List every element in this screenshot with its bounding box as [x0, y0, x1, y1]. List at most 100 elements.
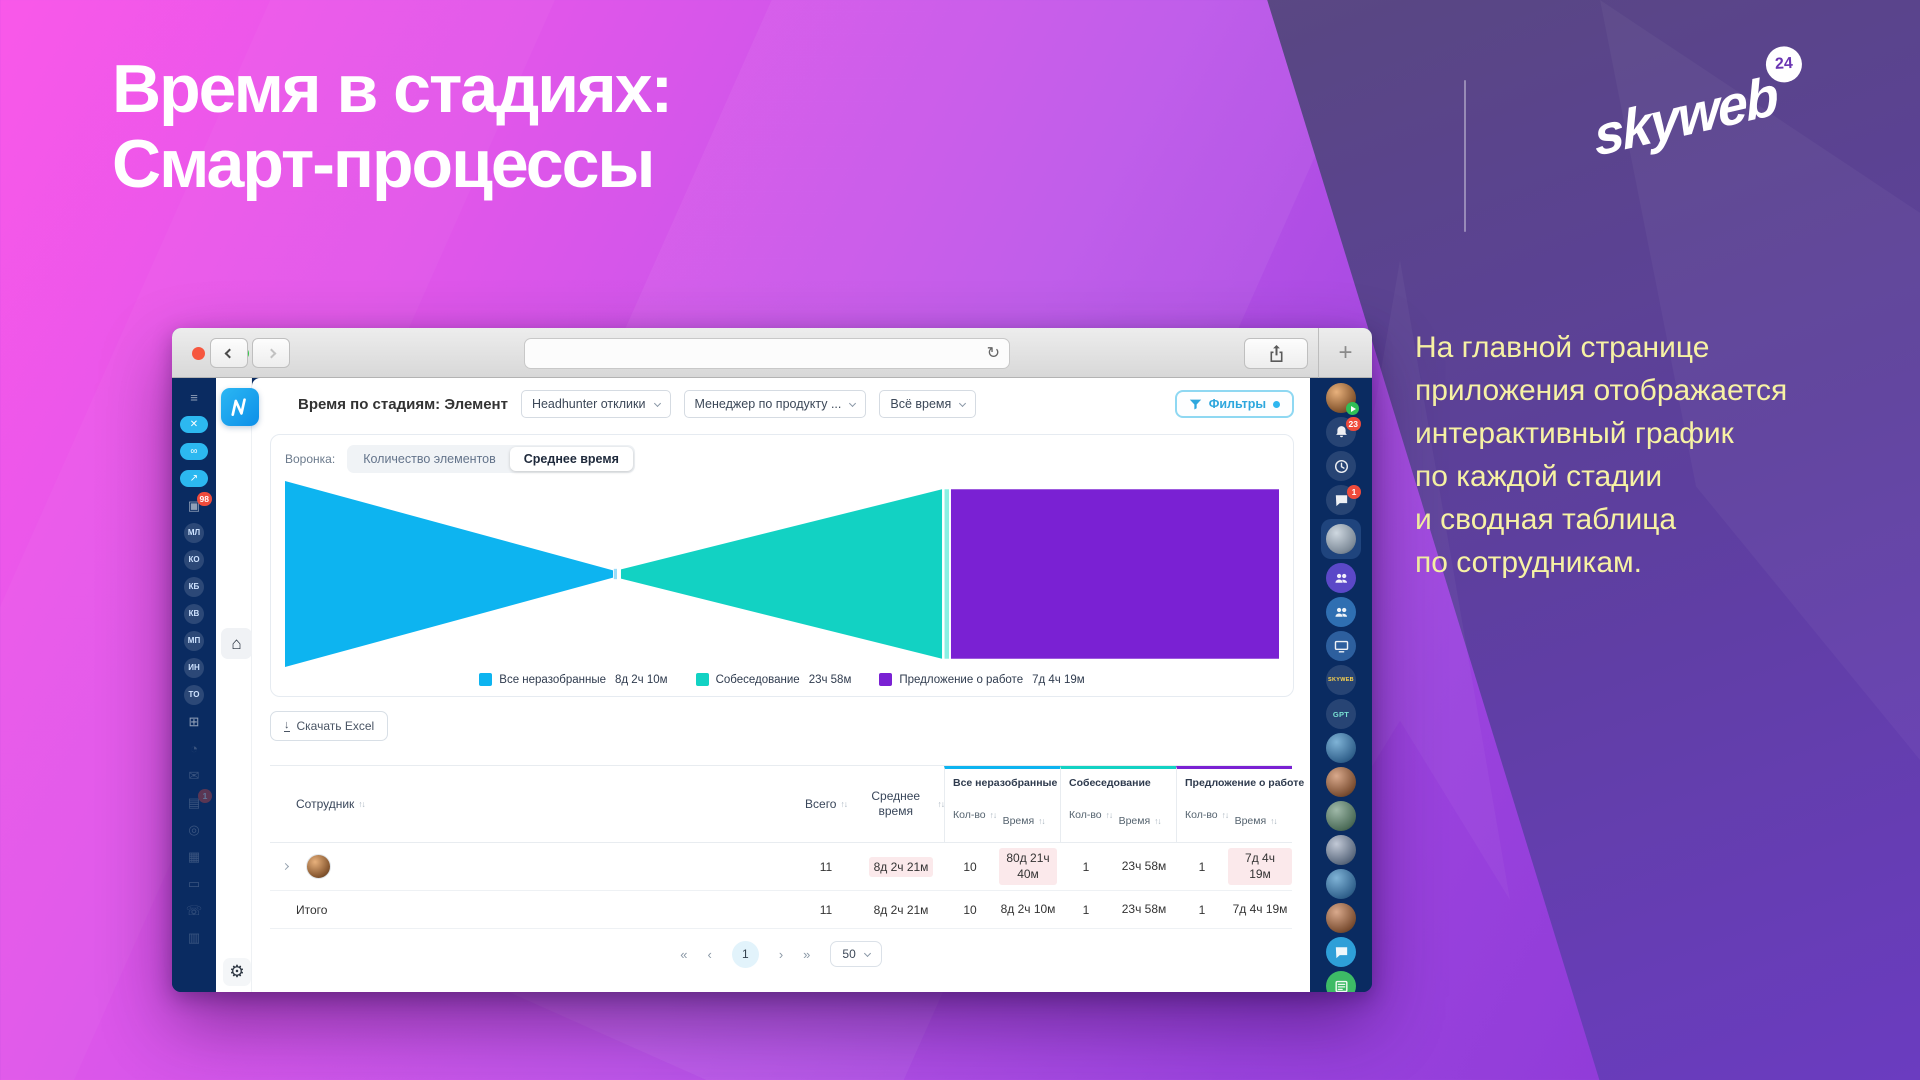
news-app[interactable] — [1326, 971, 1356, 992]
subcolumn-qty[interactable]: Кол-во ↑↓ — [1069, 809, 1113, 821]
calendar-icon: ▦ — [187, 848, 201, 864]
funnel-stage-unsorted[interactable] — [285, 481, 614, 667]
sidebar-item-docs[interactable]: ▤ 1 — [172, 789, 216, 816]
subcolumn-time[interactable]: Время ↑↓ — [1002, 815, 1046, 827]
sidebar-item-tasks[interactable]: ▣ 98 — [172, 492, 216, 519]
contact-avatar[interactable] — [1326, 903, 1356, 933]
legend-item-interview[interactable]: Собеседование 23ч 58м — [695, 673, 851, 686]
pagination-first[interactable]: « — [680, 946, 688, 962]
browser-back-button[interactable] — [210, 338, 248, 368]
zigzag-logo-icon — [231, 398, 246, 417]
sidebar-item-user[interactable]: МП — [172, 627, 216, 654]
download-excel-button[interactable]: ↓ Скачать Excel — [270, 711, 389, 741]
pagination-page-1[interactable]: 1 — [731, 940, 759, 968]
subcolumn-qty[interactable]: Кол-во ↑↓ — [1185, 809, 1229, 821]
reload-icon[interactable]: ↻ — [986, 345, 1000, 362]
history[interactable] — [1326, 451, 1356, 481]
filters-button[interactable]: Фильтры — [1174, 390, 1294, 418]
window-close-button[interactable] — [192, 347, 205, 360]
sidebar-item-projects[interactable]: ▥ — [172, 924, 216, 951]
sidebar-item-user[interactable]: КБ — [172, 573, 216, 600]
skyweb-app-icon[interactable] — [221, 388, 259, 426]
tab-average-time[interactable]: Среднее время — [509, 447, 633, 471]
contact-avatar[interactable] — [1326, 869, 1356, 899]
sidebar-item-mail[interactable]: ✉ — [172, 762, 216, 789]
funnel-chart[interactable] — [285, 481, 1279, 667]
sidebar-item-share[interactable]: ↗ — [172, 465, 216, 492]
sidebar-item-user[interactable]: ИН — [172, 654, 216, 681]
sidebar-item-close-button[interactable]: ✕ — [172, 411, 216, 438]
address-bar[interactable]: ↻ — [524, 338, 1010, 369]
hamburger-menu-icon: ≡ — [190, 390, 198, 405]
sort-icon: ↑↓ — [1154, 816, 1161, 826]
share-icon: ↗ — [180, 470, 208, 487]
subcolumn-time[interactable]: Время ↑↓ — [1234, 815, 1278, 827]
tab-element-count[interactable]: Количество элементов — [363, 452, 496, 466]
home-button[interactable]: ⌂ — [221, 628, 252, 659]
subcolumn-time[interactable]: Время ↑↓ — [1118, 815, 1162, 827]
share-button[interactable] — [1244, 338, 1308, 369]
contact-avatar[interactable] — [1326, 767, 1356, 797]
pagination-prev[interactable]: ‹ — [707, 946, 712, 962]
user-initials-badge: КО — [184, 549, 204, 570]
legend-swatch-teal — [695, 673, 709, 686]
notifications-bell[interactable]: 23 — [1326, 417, 1361, 447]
legend-item-job-offer[interactable]: Предложение о работе 7д 4ч 19м — [879, 673, 1085, 686]
sidebar-item-drive[interactable]: ▭ — [172, 870, 216, 897]
legend-swatch-blue — [479, 673, 493, 686]
pipeline-dropdown[interactable]: Headhunter отклики — [520, 390, 671, 418]
sort-icon: ↑↓ — [840, 799, 847, 809]
sidebar-item-calendar[interactable]: ▦ — [172, 843, 216, 870]
contact-avatar[interactable] — [1326, 801, 1356, 831]
funnel-stage-interview[interactable] — [620, 489, 943, 659]
messenger[interactable]: 1 — [1326, 485, 1361, 515]
cell-time: 7д 4ч 19м — [1232, 901, 1288, 916]
sidebar-item-hamburger-menu[interactable]: ≡ — [172, 384, 216, 411]
chat-app[interactable] — [1326, 937, 1356, 967]
sidebar-item-user[interactable]: КВ — [172, 600, 216, 627]
contact-avatar[interactable] — [1326, 835, 1356, 865]
manager-dropdown[interactable]: Менеджер по продукту ... — [683, 390, 867, 418]
sidebar-item-shop[interactable]: ⊞ — [172, 708, 216, 735]
sort-icon: ↑↓ — [1221, 810, 1229, 820]
sidebar-item-phone[interactable]: ☏ — [172, 897, 216, 924]
bitrix24-app: ≡ ✕ ∞ ↗ ▣ 98 МЛ КО КБ КВ МП ИН ТО ⊞ ◔ ✉ ▤ 1 ◎ ▦ ▭ ☏ ▥ ⌂ ⚙ Врем… — [172, 378, 1372, 992]
sidebar-item-user[interactable]: КО — [172, 546, 216, 573]
sidebar-item-chat[interactable]: ◔ — [172, 735, 216, 762]
pagination-next[interactable]: › — [778, 946, 784, 962]
profile-avatar[interactable] — [1326, 383, 1359, 415]
departments[interactable] — [1326, 597, 1356, 627]
active-user-avatar[interactable] — [1326, 524, 1356, 554]
new-tab-button[interactable]: + — [1318, 328, 1372, 378]
expand-row-button[interactable] — [270, 862, 300, 871]
sort-icon: ↑↓ — [989, 810, 997, 820]
period-dropdown[interactable]: Всё время — [879, 390, 977, 418]
pagination-last[interactable]: » — [803, 946, 811, 962]
app-skyweb[interactable]: SKYWEB — [1326, 665, 1356, 695]
page-size-select[interactable]: 50 — [830, 941, 882, 967]
contact-avatar[interactable] — [1326, 733, 1356, 763]
column-header-avg-time[interactable]: Среднее время ↑↓ — [871, 789, 945, 818]
video-call[interactable] — [1326, 631, 1356, 661]
funnel-stage-divider — [613, 568, 617, 580]
sidebar-item-user[interactable]: ТО — [172, 681, 216, 708]
download-icon: ↓ — [284, 719, 290, 732]
subcolumn-qty[interactable]: Кол-во ↑↓ — [953, 809, 997, 821]
table-row: 11 8д 2ч 21м 10 80д 21ч 40м 1 23ч 58м 1 … — [270, 843, 1292, 891]
cell-avg-time: 8д 2ч 21м — [858, 856, 944, 877]
column-header-employee[interactable]: Сотрудник ↑↓ — [296, 797, 366, 811]
settings-button[interactable]: ⚙ — [223, 958, 251, 986]
sidebar-item-user[interactable]: МЛ — [172, 519, 216, 546]
browser-forward-button[interactable] — [252, 338, 290, 368]
employees[interactable] — [1326, 563, 1356, 593]
funnel-stage-job-offer[interactable] — [950, 489, 1279, 659]
user-initials-badge: ИН — [184, 657, 204, 678]
column-header-total[interactable]: Всего ↑↓ — [805, 797, 848, 811]
notification-badge: 1 — [198, 789, 212, 803]
sidebar-item-copy-link[interactable]: ∞ — [172, 438, 216, 465]
app-gpt[interactable]: GPT — [1326, 699, 1356, 729]
funnel-label: Воронка: — [285, 452, 336, 466]
sidebar-item-crm[interactable]: ◎ — [172, 816, 216, 843]
legend-item-unsorted[interactable]: Все неразобранные 8д 2ч 10м — [479, 673, 668, 686]
bitrix-left-sidebar: ≡ ✕ ∞ ↗ ▣ 98 МЛ КО КБ КВ МП ИН ТО ⊞ ◔ ✉ ▤ 1 ◎ ▦ ▭ ☏ ▥ — [172, 378, 216, 992]
